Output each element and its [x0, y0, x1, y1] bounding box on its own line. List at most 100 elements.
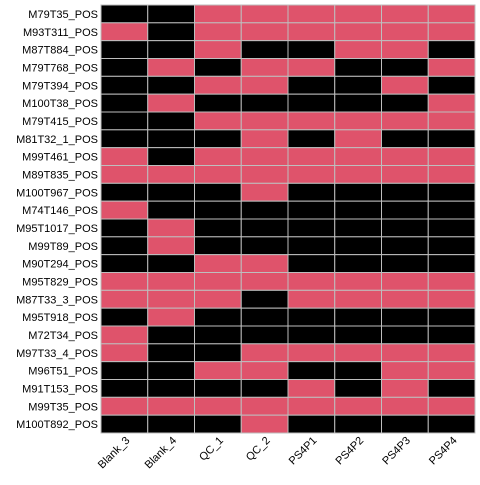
heatmap-cell: [148, 5, 195, 23]
heatmap-cell: [382, 237, 429, 255]
heatmap-cell: [288, 94, 335, 112]
heatmap-cell: [101, 219, 148, 237]
row-label: M79T35_POS: [28, 9, 98, 21]
heatmap-cell: [101, 76, 148, 94]
heatmap-cell: [382, 112, 429, 130]
heatmap-cell: [101, 148, 148, 166]
heatmap-cell: [241, 76, 288, 94]
heatmap-cell: [101, 23, 148, 41]
row-label: M89T835_POS: [22, 169, 98, 181]
heatmap-cell: [101, 273, 148, 291]
heatmap-cell: [428, 183, 475, 201]
heatmap-cell: [382, 380, 429, 398]
heatmap-cell: [382, 76, 429, 94]
row-label: M99T461_POS: [22, 152, 98, 164]
heatmap-cell: [428, 94, 475, 112]
heatmap-cell: [101, 255, 148, 273]
heatmap-cell: [428, 290, 475, 308]
heatmap-cell: [428, 23, 475, 41]
heatmap-cell: [148, 308, 195, 326]
row-label: M99T89_POS: [28, 241, 98, 253]
heatmap-cell: [428, 308, 475, 326]
heatmap-cell: [428, 76, 475, 94]
heatmap-cell: [288, 273, 335, 291]
heatmap-cell: [148, 219, 195, 237]
heatmap-cell: [148, 273, 195, 291]
row-label: M90T294_POS: [22, 259, 98, 271]
column-label: QC_1: [197, 435, 226, 464]
heatmap-cell: [241, 94, 288, 112]
heatmap-cell: [241, 41, 288, 59]
heatmap-cell: [148, 183, 195, 201]
heatmap-cell: [428, 273, 475, 291]
heatmap-cell: [148, 94, 195, 112]
column-label: QC_2: [244, 435, 273, 464]
column-labels: Blank_3 Blank_4 QC_1 QC_2 PS4P1 PS4P2 PS4P3 PS4…: [96, 435, 460, 472]
heatmap-cell: [101, 112, 148, 130]
row-label: M79T394_POS: [22, 80, 98, 92]
heatmap-cell: [288, 362, 335, 380]
heatmap-cell: [241, 397, 288, 415]
row-label: M100T38_POS: [22, 98, 98, 110]
heatmap-cell: [335, 183, 382, 201]
heatmap-cell: [335, 397, 382, 415]
heatmap-cell: [335, 344, 382, 362]
heatmap-cell: [241, 201, 288, 219]
heatmap-cell: [288, 201, 335, 219]
heatmap-cell: [335, 237, 382, 255]
heatmap-cells: [101, 5, 475, 433]
row-label: M79T768_POS: [22, 62, 98, 74]
heatmap-cell: [335, 219, 382, 237]
heatmap-cell: [148, 148, 195, 166]
heatmap-cell: [148, 166, 195, 184]
heatmap-cell: [428, 112, 475, 130]
heatmap-cell: [288, 308, 335, 326]
heatmap-cell: [148, 290, 195, 308]
heatmap-cell: [382, 5, 429, 23]
heatmap-cell: [335, 148, 382, 166]
heatmap-cell: [428, 415, 475, 433]
heatmap-cell: [335, 380, 382, 398]
heatmap-cell: [335, 290, 382, 308]
heatmap-cell: [335, 166, 382, 184]
heatmap-cell: [195, 308, 242, 326]
heatmap-cell: [101, 397, 148, 415]
row-label: M97T33_4_POS: [16, 348, 98, 360]
heatmap-cell: [288, 166, 335, 184]
heatmap-cell: [288, 183, 335, 201]
heatmap-cell: [288, 219, 335, 237]
heatmap-cell: [241, 166, 288, 184]
heatmap-cell: [382, 166, 429, 184]
row-label: M72T34_POS: [28, 330, 98, 342]
heatmap-cell: [241, 380, 288, 398]
heatmap-cell: [148, 255, 195, 273]
heatmap-cell: [428, 362, 475, 380]
heatmap-cell: [241, 290, 288, 308]
heatmap-cell: [195, 237, 242, 255]
heatmap-cell: [148, 59, 195, 77]
heatmap-cell: [428, 148, 475, 166]
heatmap-cell: [288, 255, 335, 273]
heatmap-cell: [335, 23, 382, 41]
heatmap-cell: [101, 308, 148, 326]
heatmap-cell: [195, 23, 242, 41]
heatmap-cell: [428, 5, 475, 23]
heatmap-cell: [241, 344, 288, 362]
heatmap-cell: [335, 308, 382, 326]
heatmap-cell: [335, 112, 382, 130]
heatmap-cell: [382, 148, 429, 166]
heatmap-cell: [148, 237, 195, 255]
row-label: M96T51_POS: [28, 366, 98, 378]
heatmap-cell: [241, 59, 288, 77]
heatmap-cell: [195, 94, 242, 112]
row-label: M99T35_POS: [28, 401, 98, 413]
heatmap-cell: [195, 344, 242, 362]
heatmap-cell: [101, 362, 148, 380]
heatmap-cell: [195, 112, 242, 130]
heatmap-cell: [428, 219, 475, 237]
heatmap-cell: [335, 255, 382, 273]
heatmap-cell: [428, 380, 475, 398]
heatmap-cell: [288, 5, 335, 23]
heatmap-cell: [428, 344, 475, 362]
